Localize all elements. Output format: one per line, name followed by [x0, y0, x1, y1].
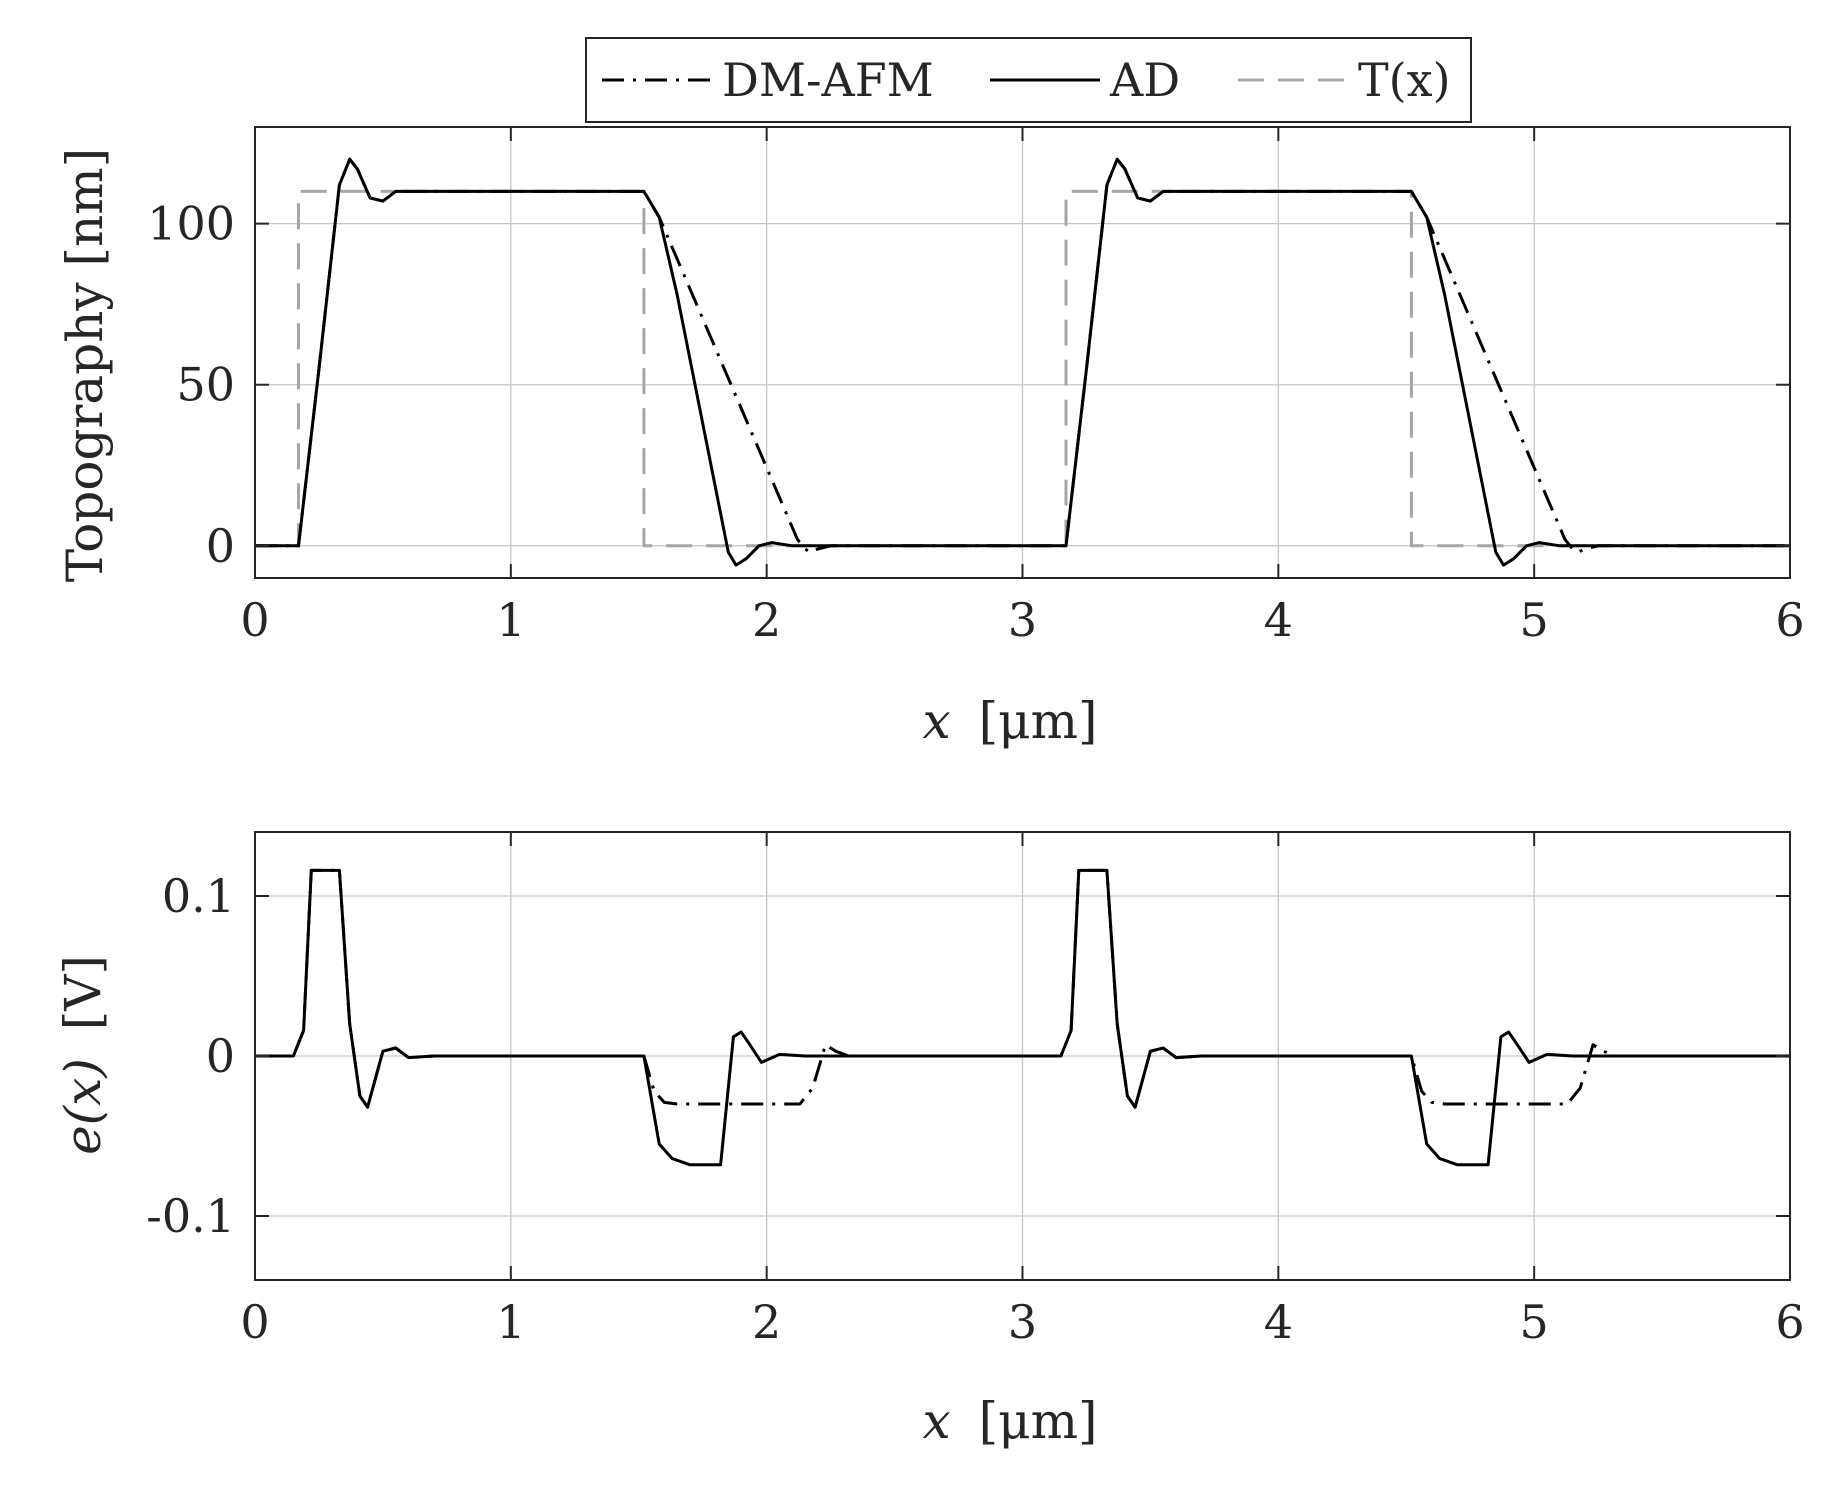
topography-xtick-label: 1 — [496, 593, 525, 647]
error-ytick-label: 0 — [206, 1029, 235, 1083]
topography-ytick-label: 100 — [147, 197, 235, 251]
error-series — [255, 868, 1790, 1167]
topography-series — [255, 157, 1790, 567]
legend: DM-AFM AD T(x) — [585, 37, 1472, 123]
error-xlabel-var: x — [922, 1392, 950, 1450]
error-ylabel-unit: [V] — [54, 955, 112, 1030]
error-xtick-label: 0 — [240, 1295, 269, 1349]
error-ticks: 0 1 2 3 4 5 6-0.100.1 — [146, 832, 1805, 1349]
error-xtick-label: 6 — [1775, 1295, 1804, 1349]
topography-xlabel-var: x — [922, 692, 950, 750]
topography-grid — [254, 127, 1791, 578]
topography-xtick-label: 2 — [752, 593, 781, 647]
legend-label-dmafm: DM-AFM — [722, 53, 934, 107]
topography-series-t-x — [255, 189, 1790, 548]
error-xlabel-unit: [μm] — [979, 1392, 1098, 1450]
topography-xtick-label: 6 — [1775, 593, 1804, 647]
topography-plot: 0 1 2 3 4 5 6 0 50 100 Topography [nm] x [μm] — [56, 126, 1805, 750]
error-ytick-label: 0.1 — [162, 869, 235, 923]
topography-xtick-label: 4 — [1264, 593, 1293, 647]
topography-ytick-label: 0 — [206, 519, 235, 573]
topography-xtick-label: 5 — [1520, 593, 1549, 647]
error-plot: 0 1 2 3 4 5 6-0.100.1 e(x) [V] x [μm] — [54, 831, 1805, 1450]
topography-ytick-label: 50 — [176, 358, 235, 412]
error-xtick-label: 3 — [1008, 1295, 1037, 1349]
error-ytick-label: -0.1 — [146, 1189, 235, 1243]
error-xtick-label: 4 — [1264, 1295, 1293, 1349]
topography-ylabel: Topography [nm] — [56, 148, 114, 582]
error-xtick-label: 2 — [752, 1295, 781, 1349]
topography-xlabel: x [μm] — [922, 692, 1097, 750]
error-ylabel: e(x) [V] — [54, 955, 112, 1155]
topography-series-ad — [255, 157, 1790, 567]
error-ylabel-var: e(x) — [54, 1058, 112, 1155]
error-xtick-label: 5 — [1520, 1295, 1549, 1349]
topography-xtick-label: 0 — [240, 593, 269, 647]
topography-ticks: 0 1 2 3 4 5 6 0 50 100 — [147, 127, 1805, 647]
topography-xlabel-unit: [μm] — [979, 692, 1098, 750]
error-series-ad — [255, 868, 1790, 1167]
error-xlabel: x [μm] — [922, 1392, 1097, 1450]
legend-label-tx: T(x) — [1358, 53, 1451, 107]
error-xtick-label: 1 — [496, 1295, 525, 1349]
legend-label-ad: AD — [1109, 53, 1180, 107]
topography-xtick-label: 3 — [1008, 593, 1037, 647]
